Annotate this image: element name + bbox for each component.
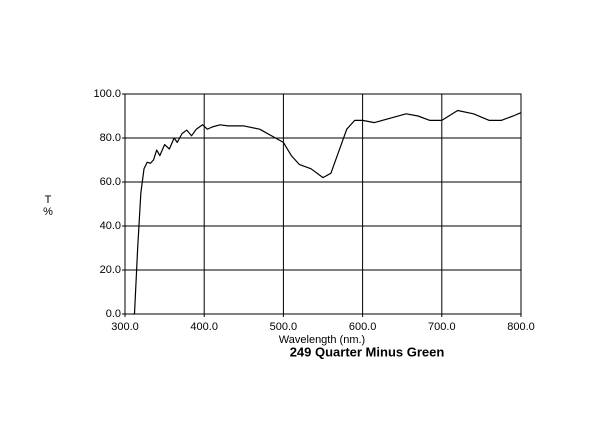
y-tick-label: 40.0	[100, 220, 121, 232]
y-tick-label: 80.0	[100, 132, 121, 144]
y-tick-label: 60.0	[100, 176, 121, 188]
y-tick-label: 20.0	[100, 264, 121, 276]
x-axis-label: Wavelength (nm.)	[279, 334, 365, 346]
y-tick-label: 0.0	[106, 308, 121, 320]
y-axis-label: %	[43, 206, 53, 218]
data-line	[132, 109, 522, 315]
y-tick-label: 100.0	[93, 88, 121, 100]
x-tick-label: 300.0	[111, 321, 139, 333]
chart-title: 249 Quarter Minus Green	[290, 344, 445, 359]
y-axis-label: T	[45, 194, 52, 206]
x-tick-label: 500.0	[270, 321, 298, 333]
x-tick-label: 600.0	[349, 321, 377, 333]
x-tick-label: 400.0	[190, 321, 218, 333]
x-tick-label: 800.0	[507, 321, 535, 333]
x-tick-label: 700.0	[428, 321, 456, 333]
plot-frame	[124, 93, 522, 315]
